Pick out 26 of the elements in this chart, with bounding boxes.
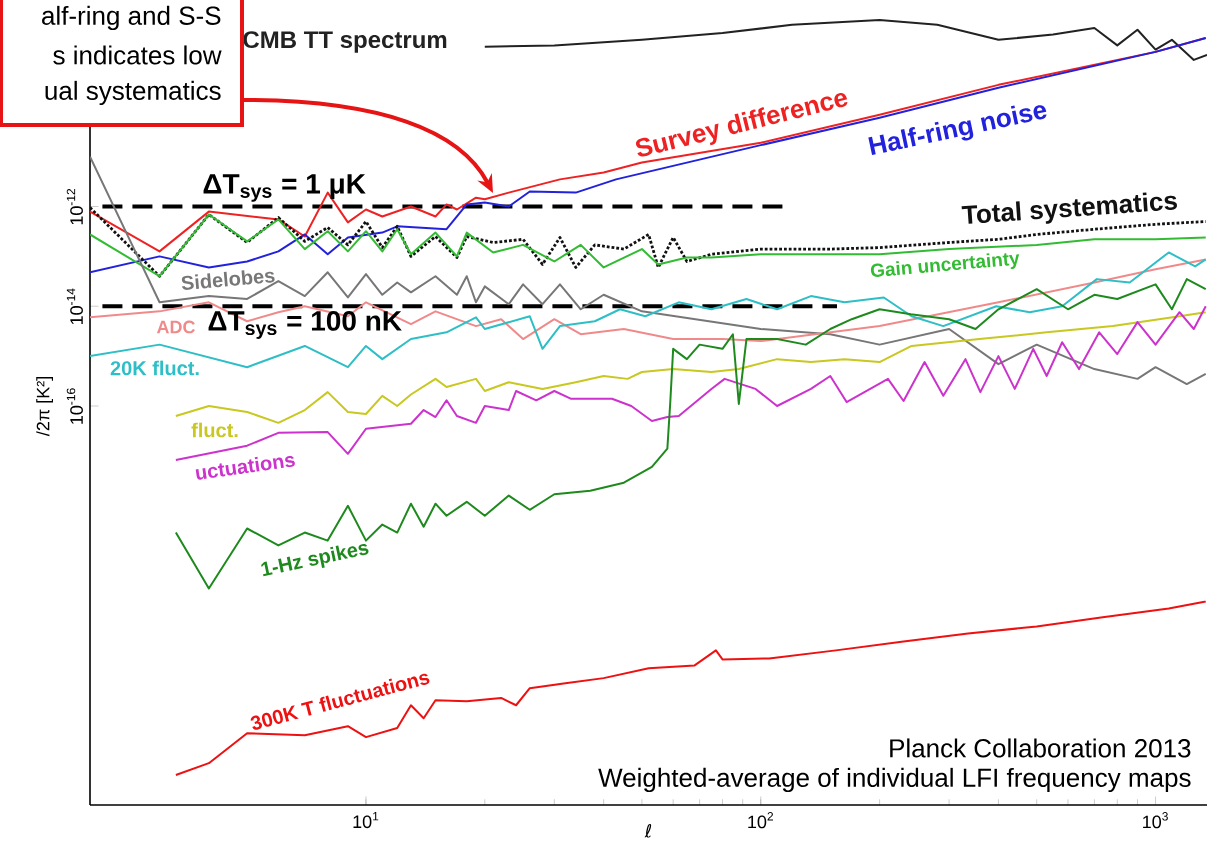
series-label: ΔT$_{sys}$ = 100 nK <box>208 310 402 339</box>
y-tick-label: 10$^{-16}$ <box>66 388 83 424</box>
series-label: Sidelobes <box>181 270 275 290</box>
series-label: Total systematics <box>961 192 1177 224</box>
annotation: ual systematics <box>45 80 221 106</box>
series-label: ADC <box>156 320 196 334</box>
text: Survey difference <box>635 93 848 157</box>
y-tick-label: 10$^{-14}$ <box>66 288 83 325</box>
y-tick-label: 10$^{-12}$ <box>66 188 83 225</box>
y-axis-title: /2π [K²] <box>36 377 53 437</box>
x-tick-label: 10$^{3}$ <box>1143 812 1168 829</box>
text: 1-Hz spikes <box>261 544 369 577</box>
annotation: s indicates low <box>53 45 222 65</box>
x-axis-title: ℓ <box>644 824 652 838</box>
series-label: Gain uncertainty <box>870 253 1020 277</box>
annotation: Planck Collaboration 2013 <box>890 738 1191 758</box>
series-label: 20K fluct. <box>110 360 199 376</box>
series-label: fluct. <box>191 422 238 438</box>
annotation: Weighted-average of individual LFI frequency maps <box>598 767 1191 793</box>
series-label: CMB TT spectrum <box>243 31 447 53</box>
annotation: alf-ring and S-S <box>42 5 221 31</box>
text: Half-ring noise <box>868 105 1047 156</box>
x-tick-label: 10$^{1}$ <box>353 812 379 829</box>
x-tick-label: 10$^{2}$ <box>748 812 774 829</box>
series-label: ΔT$_{sys}$ = 1 μK <box>203 174 366 202</box>
text: uctuations <box>195 456 295 480</box>
